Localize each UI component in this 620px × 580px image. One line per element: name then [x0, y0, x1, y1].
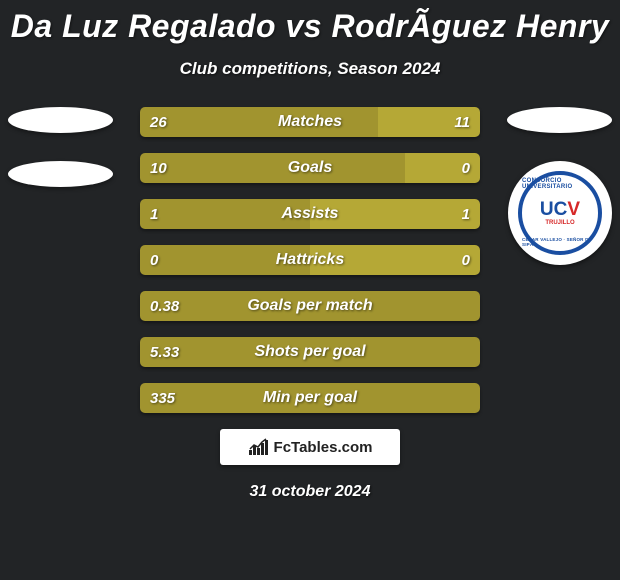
stat-bar-left: [140, 291, 480, 321]
stat-row: Hattricks00: [140, 245, 480, 275]
stat-bar-track: [140, 199, 480, 229]
stat-value-left: 10: [150, 153, 167, 183]
stat-value-left: 335: [150, 383, 175, 413]
badge-sub-text: TRUJILLO: [545, 220, 574, 226]
stat-value-right: 0: [462, 153, 470, 183]
footer-brand-badge: FcTables.com: [220, 429, 400, 465]
page-title: Da Luz Regalado vs RodrÃ­guez Henry: [0, 0, 620, 45]
player2-oval: [507, 107, 612, 133]
stat-bar-left: [140, 199, 310, 229]
stat-bar-track: [140, 337, 480, 367]
badge-main-text: UCV: [540, 200, 580, 219]
chart-icon: [248, 438, 270, 456]
stat-value-left: 0: [150, 245, 158, 275]
stat-bar-right: [310, 199, 480, 229]
player1-oval-bottom: [8, 161, 113, 187]
stat-bar-track: [140, 245, 480, 275]
footer-brand-text: FcTables.com: [274, 439, 373, 456]
stat-bars: Matches2611Goals100Assists11Hattricks00G…: [140, 107, 480, 413]
stat-bar-track: [140, 107, 480, 137]
stat-value-left: 26: [150, 107, 167, 137]
stat-row: Assists11: [140, 199, 480, 229]
subtitle: Club competitions, Season 2024: [0, 59, 620, 79]
stat-row: Goals per match0.38: [140, 291, 480, 321]
stat-value-right: 1: [462, 199, 470, 229]
stat-bar-track: [140, 291, 480, 321]
stat-bar-right: [310, 245, 480, 275]
stat-value-left: 1: [150, 199, 158, 229]
stat-bar-left: [140, 383, 480, 413]
stat-value-left: 5.33: [150, 337, 179, 367]
stat-value-right: 0: [462, 245, 470, 275]
stat-bar-track: [140, 153, 480, 183]
stat-row: Shots per goal5.33: [140, 337, 480, 367]
stat-bar-left: [140, 107, 378, 137]
badge-bottom-text: CESAR VALLEJO · SEÑOR DE SIPÁN: [522, 237, 598, 247]
right-player-marks: [507, 107, 612, 133]
stat-value-right: 11: [454, 107, 470, 137]
stat-bar-left: [140, 337, 480, 367]
player1-oval-top: [8, 107, 113, 133]
stat-row: Min per goal335: [140, 383, 480, 413]
left-player-marks: [8, 107, 113, 215]
stat-row: Goals100: [140, 153, 480, 183]
stat-bar-left: [140, 245, 310, 275]
badge-top-text: CONSORCIO UNIVERSITARIO: [522, 178, 598, 190]
club-badge: CONSORCIO UNIVERSITARIO UCV TRUJILLO CES…: [508, 161, 612, 265]
stat-bar-left: [140, 153, 405, 183]
stat-bar-track: [140, 383, 480, 413]
date-text: 31 october 2024: [0, 483, 620, 501]
stat-row: Matches2611: [140, 107, 480, 137]
stat-value-left: 0.38: [150, 291, 179, 321]
comparison-content: CONSORCIO UNIVERSITARIO UCV TRUJILLO CES…: [0, 107, 620, 413]
club-badge-inner: CONSORCIO UNIVERSITARIO UCV TRUJILLO CES…: [518, 171, 602, 255]
